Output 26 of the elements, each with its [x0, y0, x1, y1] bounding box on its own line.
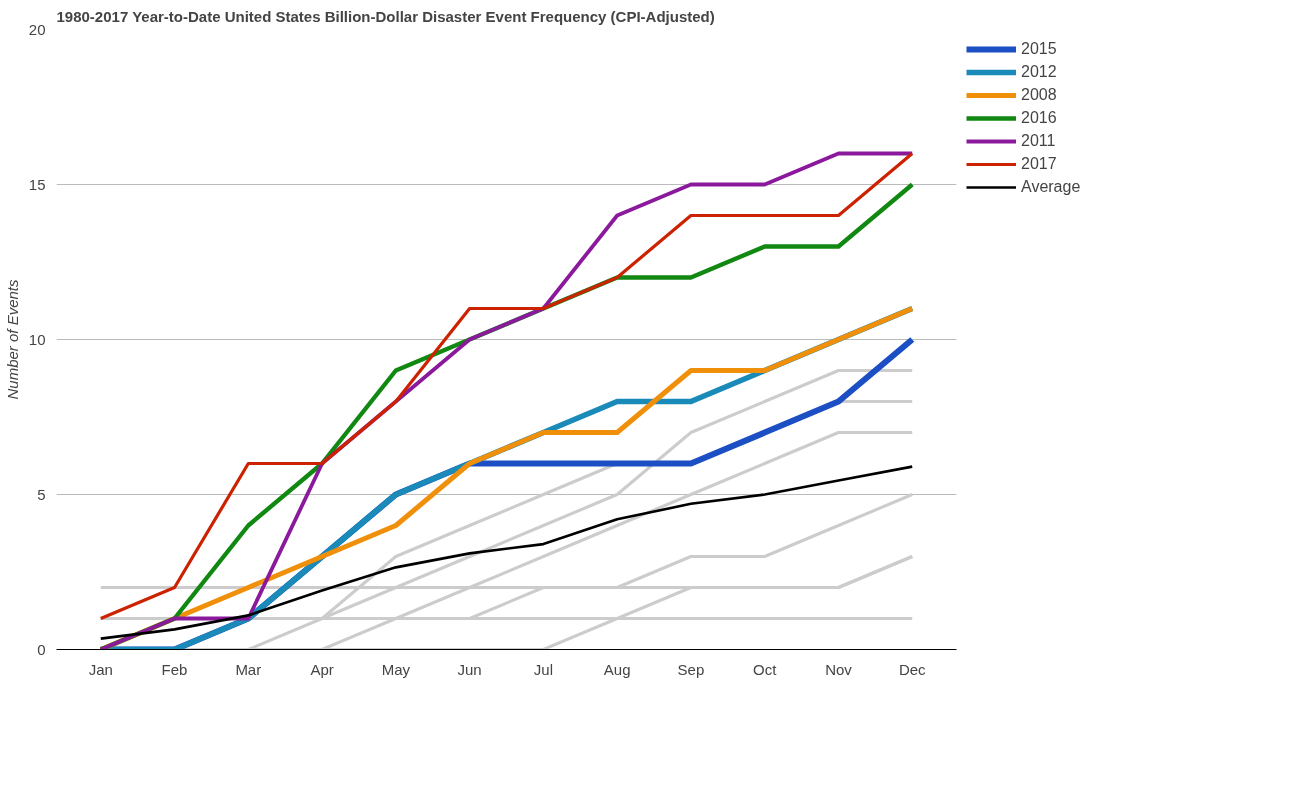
- y-tick-label: 0: [37, 640, 46, 658]
- y-tick-label: 15: [28, 175, 46, 193]
- x-tick-label: Jul: [533, 660, 553, 678]
- y-tick-label: 20: [28, 20, 46, 38]
- x-tick-label: Jan: [88, 660, 113, 678]
- x-tick-label: Nov: [825, 660, 853, 678]
- legend-label: 2016: [1021, 109, 1057, 127]
- legend-label: 2011: [1021, 132, 1056, 150]
- y-axis-title: Number of Events: [3, 278, 21, 400]
- x-tick-label: May: [381, 660, 411, 678]
- legend-label: 2017: [1021, 155, 1057, 173]
- legend-label: 2015: [1021, 40, 1057, 58]
- x-tick-label: Aug: [603, 660, 631, 678]
- chart-title: 1980-2017 Year-to-Date United States Billion-Dollar Disaster Event Frequency (CPI-Adjusted): [56, 7, 715, 25]
- y-tick-label: 10: [28, 330, 46, 348]
- legend-label: Average: [1021, 178, 1081, 196]
- x-tick-label: Sep: [677, 660, 705, 678]
- x-tick-label: Mar: [235, 660, 262, 678]
- legend-label: 2012: [1021, 63, 1057, 81]
- x-tick-label: Jun: [457, 660, 482, 678]
- legend-label: 2008: [1021, 86, 1057, 104]
- x-tick-label: Oct: [753, 660, 778, 678]
- x-tick-label: Feb: [161, 660, 188, 678]
- x-tick-label: Dec: [898, 660, 927, 678]
- x-tick-label: Apr: [310, 660, 334, 678]
- y-tick-label: 5: [37, 485, 46, 503]
